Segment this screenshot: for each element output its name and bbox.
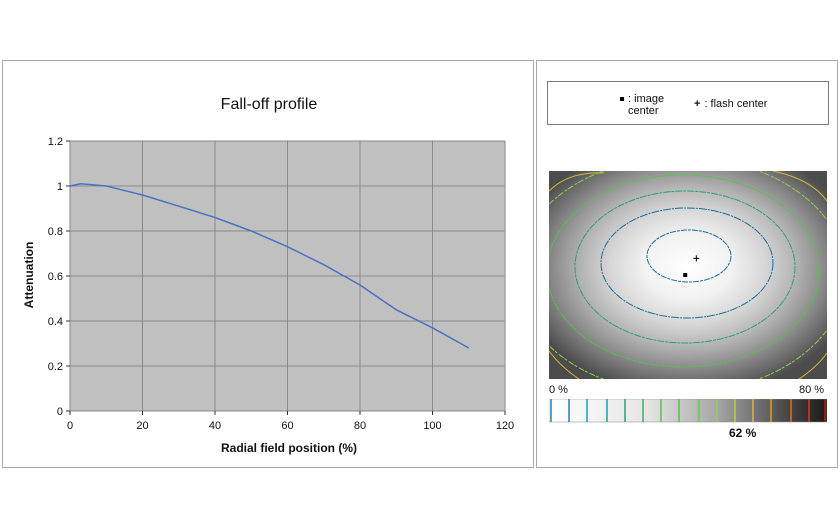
y-tick-label: 1 xyxy=(57,181,63,193)
scale-min-label: 0 % xyxy=(549,384,568,396)
y-tick-label: 0 xyxy=(57,406,63,418)
scale-gradient xyxy=(549,399,827,423)
y-tick-label: 0.4 xyxy=(48,316,63,328)
x-tick-label: 40 xyxy=(209,420,221,432)
heatmap-field xyxy=(549,171,827,379)
marker-value-label: 62 % xyxy=(729,426,757,440)
falloff-heatmap xyxy=(515,156,840,394)
legend-flash-center-label: : flash center xyxy=(704,98,768,110)
x-tick-label: 120 xyxy=(496,420,514,432)
contour-6-bottom-left xyxy=(548,350,580,380)
map-legend: : image center +: flash center xyxy=(547,81,829,125)
contour-2 xyxy=(600,207,774,319)
falloff-chart-panel: 0 20 40 60 80 100 120 0 0.2 0.4 0.6 0.8 1 1.2 Fall-of… xyxy=(2,60,534,468)
legend-flash-center: +: flash center xyxy=(694,98,767,110)
y-tick-label: 0.2 xyxy=(48,361,63,373)
series-line xyxy=(69,183,470,349)
contour-1 xyxy=(646,229,732,283)
y-tick-label: 1.2 xyxy=(48,136,63,148)
chart-title: Fall-off profile xyxy=(221,96,318,113)
contour-6-bottom-right xyxy=(798,352,828,380)
heatmap-svg xyxy=(515,156,840,394)
x-axis-label: Radial field position (%) xyxy=(221,441,357,455)
y-tick-label: 0.8 xyxy=(48,226,63,238)
color-scale-bar xyxy=(549,399,827,423)
legend-image-center: : image center xyxy=(620,93,700,117)
contour-6-top-right xyxy=(772,170,828,202)
x-tick-label: 60 xyxy=(281,420,293,432)
contour-3 xyxy=(574,190,796,344)
x-tick-label: 100 xyxy=(423,420,441,432)
legend-image-center-label: : image center xyxy=(628,93,665,117)
flash-center-marker xyxy=(693,255,700,262)
falloff-line-chart: 0 20 40 60 80 100 120 0 0.2 0.4 0.6 0.8 1 1.2 Fall-of… xyxy=(22,96,514,455)
y-axis-label: Attenuation xyxy=(22,242,36,309)
x-tick-label: 0 xyxy=(67,420,73,432)
image-center-marker xyxy=(683,273,688,277)
x-tick-label: 80 xyxy=(354,420,366,432)
flash-center-plus-icon: + xyxy=(694,98,701,110)
falloff-map-panel: : image center +: flash center xyxy=(515,60,840,468)
scale-max-label: 80 % xyxy=(799,384,825,396)
y-tick-label: 0.6 xyxy=(48,271,63,283)
contour-6-top-left xyxy=(548,172,605,192)
x-tick-label: 20 xyxy=(136,420,148,432)
image-center-dot-icon xyxy=(620,97,624,102)
